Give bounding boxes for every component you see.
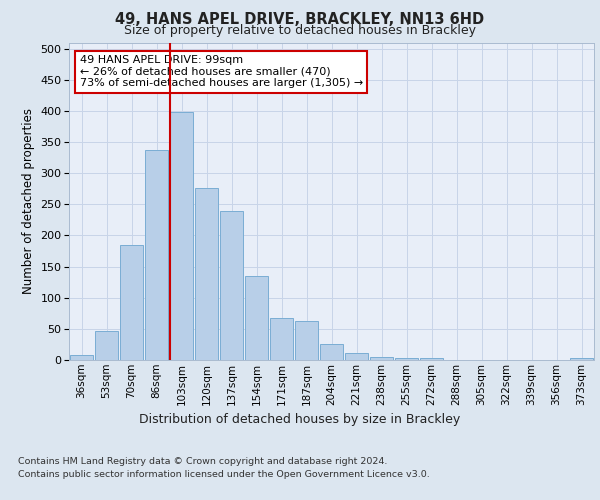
Bar: [220, 210, 243, 360]
Bar: [145, 150, 168, 360]
Y-axis label: Number of detached properties: Number of detached properties: [22, 108, 35, 294]
Bar: [345, 353, 368, 360]
Bar: [70, 355, 93, 360]
Bar: [245, 276, 268, 360]
Text: Size of property relative to detached houses in Brackley: Size of property relative to detached ho…: [124, 24, 476, 37]
Text: Contains HM Land Registry data © Crown copyright and database right 2024.: Contains HM Land Registry data © Crown c…: [18, 458, 388, 466]
Bar: [195, 188, 218, 360]
Bar: [270, 318, 293, 360]
Bar: [320, 344, 343, 360]
Bar: [295, 322, 318, 360]
Bar: [420, 358, 443, 360]
Bar: [370, 357, 393, 360]
Text: 49 HANS APEL DRIVE: 99sqm
← 26% of detached houses are smaller (470)
73% of semi: 49 HANS APEL DRIVE: 99sqm ← 26% of detac…: [79, 55, 363, 88]
Bar: [95, 332, 118, 360]
Text: Contains public sector information licensed under the Open Government Licence v3: Contains public sector information licen…: [18, 470, 430, 479]
Text: Distribution of detached houses by size in Brackley: Distribution of detached houses by size …: [139, 412, 461, 426]
Bar: [170, 112, 193, 360]
Bar: [570, 358, 593, 360]
Bar: [395, 358, 418, 360]
Bar: [120, 246, 143, 360]
Text: 49, HANS APEL DRIVE, BRACKLEY, NN13 6HD: 49, HANS APEL DRIVE, BRACKLEY, NN13 6HD: [115, 12, 485, 28]
